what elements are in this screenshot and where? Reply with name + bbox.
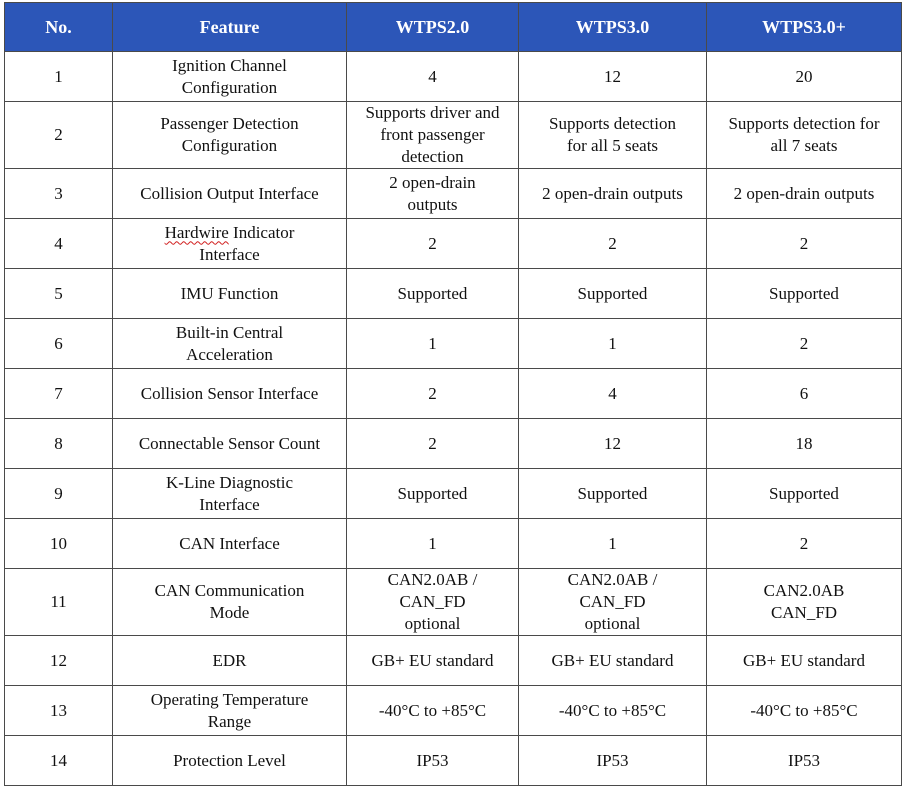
table-row: 13 Operating Temperature Range -40°C to … — [4, 685, 902, 736]
header-row: No. Feature WTPS2.0 WTPS3.0 WTPS3.0+ — [4, 2, 902, 52]
feature-cell: Passenger Detection Configuration — [112, 101, 347, 169]
wtps30-cell: Supported — [518, 268, 707, 319]
table-row: 8 Connectable Sensor Count 2 12 18 — [4, 418, 902, 469]
row-number: 9 — [4, 468, 113, 519]
row-number: 5 — [4, 268, 113, 319]
table-row: 9 K-Line Diagnostic Interface Supported … — [4, 468, 902, 519]
wtps30plus-cell: Supports detection for all 7 seats — [706, 101, 902, 169]
header-wtps20: WTPS2.0 — [346, 2, 519, 52]
header-wtps30: WTPS3.0 — [518, 2, 707, 52]
wtps20-cell: 2 — [346, 418, 519, 469]
table-row: 14 Protection Level IP53 IP53 IP53 — [4, 735, 902, 786]
wtps30-cell: 12 — [518, 51, 707, 102]
table-row: 2 Passenger Detection Configuration Supp… — [4, 101, 902, 169]
wtps30-cell: IP53 — [518, 735, 707, 786]
feature-cell: Collision Output Interface — [112, 168, 347, 219]
wtps20-cell: 2 open-drain outputs — [346, 168, 519, 219]
wtps30plus-cell: GB+ EU standard — [706, 635, 902, 686]
wtps30plus-cell: CAN2.0AB CAN_FD — [706, 568, 902, 636]
wtps30plus-cell: -40°C to +85°C — [706, 685, 902, 736]
feature-cell: IMU Function — [112, 268, 347, 319]
feature-cell: CAN Communication Mode — [112, 568, 347, 636]
wtps30plus-cell: 18 — [706, 418, 902, 469]
wtps30-cell: 4 — [518, 368, 707, 419]
feature-cell: Built-in Central Acceleration — [112, 318, 347, 369]
wtps30-cell: Supported — [518, 468, 707, 519]
wtps30-cell: -40°C to +85°C — [518, 685, 707, 736]
header-feature: Feature — [112, 2, 347, 52]
wtps20-cell: 1 — [346, 518, 519, 569]
wtps30-cell: 2 open-drain outputs — [518, 168, 707, 219]
comparison-table: No. Feature WTPS2.0 WTPS3.0 WTPS3.0+ 1 I… — [4, 2, 902, 786]
wtps30-cell: 2 — [518, 218, 707, 269]
row-number: 1 — [4, 51, 113, 102]
table-row: 5 IMU Function Supported Supported Suppo… — [4, 268, 902, 319]
row-number: 14 — [4, 735, 113, 786]
row-number: 8 — [4, 418, 113, 469]
row-number: 2 — [4, 101, 113, 169]
table-row: 1 Ignition Channel Configuration 4 12 20 — [4, 51, 902, 102]
row-number: 12 — [4, 635, 113, 686]
table-row: 11 CAN Communication Mode CAN2.0AB / CAN… — [4, 568, 902, 636]
wtps30plus-cell: Supported — [706, 268, 902, 319]
wtps30plus-cell: 2 — [706, 518, 902, 569]
wtps20-cell: 2 — [346, 368, 519, 419]
row-number: 11 — [4, 568, 113, 636]
wtps30plus-cell: 2 open-drain outputs — [706, 168, 902, 219]
wtps20-cell: GB+ EU standard — [346, 635, 519, 686]
table-row: 12 EDR GB+ EU standard GB+ EU standard G… — [4, 635, 902, 686]
feature-cell: Protection Level — [112, 735, 347, 786]
table-row: 3 Collision Output Interface 2 open-drai… — [4, 168, 902, 219]
feature-cell: CAN Interface — [112, 518, 347, 569]
wtps30plus-cell: 20 — [706, 51, 902, 102]
feature-cell: Connectable Sensor Count — [112, 418, 347, 469]
wtps30plus-cell: Supported — [706, 468, 902, 519]
wtps20-cell: Supported — [346, 268, 519, 319]
feature-cell: EDR — [112, 635, 347, 686]
wtps20-cell: Supports driver and front passenger dete… — [346, 101, 519, 169]
feature-cell: Hardwire Indicator Interface — [112, 218, 347, 269]
row-number: 7 — [4, 368, 113, 419]
table-row: 7 Collision Sensor Interface 2 4 6 — [4, 368, 902, 419]
row-number: 3 — [4, 168, 113, 219]
wtps30-cell: GB+ EU standard — [518, 635, 707, 686]
wtps20-cell: 1 — [346, 318, 519, 369]
wtps30-cell: 12 — [518, 418, 707, 469]
row-number: 4 — [4, 218, 113, 269]
feature-cell: Operating Temperature Range — [112, 685, 347, 736]
table-row: 6 Built-in Central Acceleration 1 1 2 — [4, 318, 902, 369]
row-number: 10 — [4, 518, 113, 569]
spellcheck-flagged-word: Hardwire — [164, 222, 229, 242]
wtps30plus-cell: 2 — [706, 318, 902, 369]
wtps20-cell: 2 — [346, 218, 519, 269]
wtps30plus-cell: 6 — [706, 368, 902, 419]
feature-cell: Ignition Channel Configuration — [112, 51, 347, 102]
table-row: 4 Hardwire Indicator Interface 2 2 2 — [4, 218, 902, 269]
wtps20-cell: -40°C to +85°C — [346, 685, 519, 736]
wtps30-cell: CAN2.0AB / CAN_FD optional — [518, 568, 707, 636]
feature-cell: K-Line Diagnostic Interface — [112, 468, 347, 519]
wtps20-cell: 4 — [346, 51, 519, 102]
wtps30-cell: 1 — [518, 318, 707, 369]
feature-cell-rest: Indicator Interface — [199, 222, 295, 264]
row-number: 13 — [4, 685, 113, 736]
header-no: No. — [4, 2, 113, 52]
wtps20-cell: Supported — [346, 468, 519, 519]
wtps30plus-cell: 2 — [706, 218, 902, 269]
header-wtps30plus: WTPS3.0+ — [706, 2, 902, 52]
wtps20-cell: CAN2.0AB / CAN_FD optional — [346, 568, 519, 636]
wtps30-cell: Supports detection for all 5 seats — [518, 101, 707, 169]
table-row: 10 CAN Interface 1 1 2 — [4, 518, 902, 569]
wtps20-cell: IP53 — [346, 735, 519, 786]
wtps30plus-cell: IP53 — [706, 735, 902, 786]
wtps30-cell: 1 — [518, 518, 707, 569]
feature-cell: Collision Sensor Interface — [112, 368, 347, 419]
row-number: 6 — [4, 318, 113, 369]
